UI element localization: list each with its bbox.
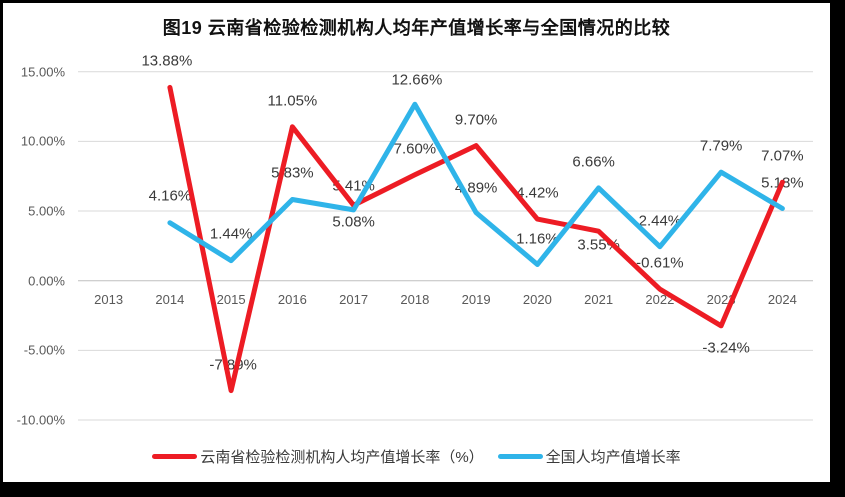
data-label: 9.70% <box>454 111 498 129</box>
legend-label-national: 全国人均产值增长率 <box>545 448 681 466</box>
data-label: 7.07% <box>761 147 804 165</box>
data-label: 5.08% <box>332 213 375 231</box>
data-label: 1.16% <box>516 230 559 248</box>
y-axis-label: -10.00% <box>16 412 65 428</box>
x-axis-label: 2017 <box>339 292 369 307</box>
labels-layer: 15.00% 10.00% 5.00% 0.00% -5.00% -10.00% 2013 2… <box>3 3 830 482</box>
x-axis-label: 2020 <box>522 292 552 307</box>
y-axis-label: 0.00% <box>28 273 65 289</box>
legend-item-national: 全国人均产值增长率 <box>497 446 681 467</box>
x-axis-label: 2013 <box>94 292 124 307</box>
series-line-yunnan <box>167 84 785 394</box>
x-axis-label: 2021 <box>584 292 614 307</box>
data-label: 12.66% <box>391 71 443 89</box>
data-label: 4.42% <box>516 184 559 202</box>
y-axis-label: 5.00% <box>28 203 65 219</box>
data-label: 1.44% <box>209 225 253 243</box>
data-label: 7.79% <box>699 137 743 155</box>
data-label: -3.24% <box>702 339 750 357</box>
data-label: 11.05% <box>267 92 318 110</box>
y-axis-label: 15.00% <box>20 64 65 80</box>
legend-label-yunnan: 云南省检验检测机构人均产值增长率（%） <box>200 448 484 466</box>
data-label: 4.16% <box>148 187 192 205</box>
y-axis-label: -5.00% <box>23 342 65 358</box>
y-axis-label: 10.00% <box>20 133 65 149</box>
data-label: -0.61% <box>636 254 684 272</box>
series-line-national <box>167 101 785 267</box>
data-label: 7.60% <box>393 140 437 158</box>
data-label: 2.44% <box>638 212 682 230</box>
data-label: 6.66% <box>572 153 615 171</box>
legend-item-yunnan: 云南省检验检测机构人均产值增长率（%） <box>152 446 484 467</box>
data-label: -7.89% <box>209 356 257 374</box>
x-axis-label: 2015 <box>216 292 246 307</box>
legend: 云南省检验检测机构人均产值增长率（%） 全国人均产值增长率 <box>3 446 830 466</box>
chart-title: 图19 云南省检验检测机构人均年产值增长率与全国情况的比较 <box>162 18 671 38</box>
data-label: 13.88% <box>141 52 193 70</box>
chart-canvas: 图19 云南省检验检测机构人均年产值增长率与全国情况的比较 15.00% 10.0… <box>3 3 830 482</box>
legend-swatch-national <box>497 453 543 459</box>
legend-swatch-yunnan <box>152 453 198 459</box>
x-axis-label: 2018 <box>400 292 430 307</box>
x-axis-label: 2016 <box>277 292 307 307</box>
series-layer <box>167 84 785 394</box>
x-axis-label: 2024 <box>767 292 797 307</box>
x-axis-label: 2019 <box>461 292 491 307</box>
x-axis-label: 2014 <box>155 292 185 307</box>
